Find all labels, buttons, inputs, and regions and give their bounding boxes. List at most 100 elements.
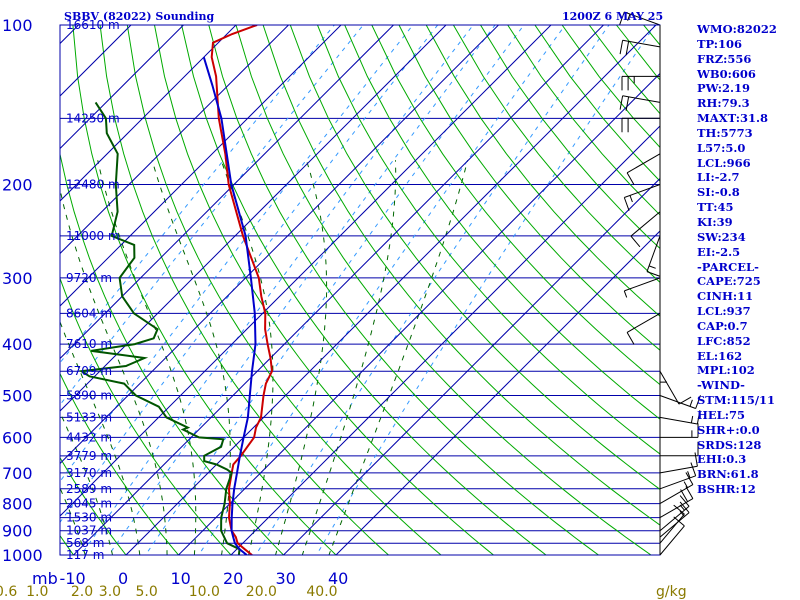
dry-adiabat [126, 25, 442, 555]
wind-barb [619, 11, 661, 26]
index-entry: WB0:606 [697, 66, 756, 81]
index-entry: HEL:75 [697, 407, 745, 422]
wind-barb [659, 462, 697, 490]
moist-adiabat [274, 160, 328, 555]
temperature-tick-label: -10 [60, 569, 86, 588]
moist-adiabat [60, 187, 168, 555]
mixing-ratio-line [198, 25, 566, 555]
height-label: 12480 m [66, 178, 120, 192]
index-entry: SRDS:128 [697, 437, 762, 452]
wind-barb [619, 95, 661, 111]
moist-adiabat [97, 160, 197, 555]
pressure-tick-label: 1000 [2, 546, 43, 565]
wind-barb [659, 395, 701, 409]
dry-adiabat [0, 25, 28, 566]
wind-barb [659, 472, 694, 505]
temperature-profile [210, 25, 274, 555]
height-label: 6709 m [66, 364, 112, 378]
wind-barb [626, 153, 661, 186]
moist-adiabat [60, 411, 114, 555]
moist-adiabat [151, 160, 231, 555]
dry-adiabat [480, 25, 660, 250]
dry-adiabat [398, 25, 660, 351]
height-label: 16610 m [66, 18, 120, 32]
parcel-trace [202, 56, 257, 555]
isotherm [283, 177, 660, 555]
mixing-ratio-line [60, 25, 364, 406]
isotherm [335, 230, 660, 555]
dry-adiabat [262, 25, 660, 526]
index-entry: SW:234 [697, 229, 746, 244]
wind-barb [659, 452, 698, 474]
height-label: 568 m [66, 536, 104, 550]
temperature-tick-label: 40 [328, 569, 348, 588]
y-axis-unit-label: mb [32, 569, 58, 588]
sounding-title: SBBV (82022) Sounding [64, 10, 215, 23]
pressure-tick-label: 300 [2, 269, 33, 288]
dry-adiabat [60, 372, 180, 555]
index-entry: MAXT:31.8 [697, 111, 768, 126]
dry-adiabat [452, 25, 660, 283]
mixing-ratio-tick-label: 20.0 [246, 584, 277, 600]
index-entry: LI:-2.7 [697, 170, 740, 185]
mixing-ratio-unit-label: g/kg [656, 584, 687, 600]
height-label: 2589 m [66, 482, 112, 496]
index-entry: FRZ:556 [697, 51, 752, 66]
pressure-tick-label: 900 [2, 522, 33, 541]
index-entry: EHI:0.3 [697, 452, 747, 467]
isotherm [60, 25, 394, 360]
height-label: 4432 m [66, 430, 112, 444]
wind-barb [659, 486, 694, 519]
dry-adiabat [317, 25, 660, 455]
dry-adiabat [371, 25, 660, 386]
isotherm [60, 25, 447, 412]
index-entry: CAPE:725 [697, 274, 761, 289]
mixing-ratio-tick-label: 3.0 [99, 584, 121, 600]
wind-barb [630, 211, 661, 248]
temperature-tick-label: 0 [118, 569, 128, 588]
moist-adiabat [301, 160, 397, 555]
pressure-tick-label: 500 [2, 387, 33, 406]
index-entry: -PARCEL- [697, 259, 759, 274]
index-entry: BSHR:12 [697, 482, 756, 497]
index-entry: MPL:102 [697, 363, 755, 378]
plot-border [59, 24, 661, 556]
index-entry: CAP:0.7 [697, 318, 748, 333]
isotherm [60, 25, 237, 202]
dry-adiabat [208, 25, 600, 555]
dry-adiabat [181, 25, 547, 555]
temperature-tick-label: 10 [171, 569, 191, 588]
height-label: 14250 m [66, 111, 120, 125]
index-entry: LFC:852 [697, 333, 751, 348]
mixing-ratio-line [60, 25, 335, 364]
height-label: 1037 m [66, 524, 112, 538]
mixing-ratio-line [108, 25, 496, 555]
index-entry: PW:2.19 [697, 81, 751, 96]
moist-adiabat [60, 486, 86, 555]
dry-adiabat [344, 25, 660, 420]
height-label: 1530 m [66, 511, 112, 525]
wind-barb [626, 312, 661, 345]
height-label: 7610 m [66, 337, 112, 351]
wind-barb [659, 504, 685, 544]
index-entry: TT:45 [697, 200, 734, 215]
index-entry: CINH:11 [697, 289, 754, 304]
dry-adiabat [99, 25, 390, 555]
dry-adiabat [289, 25, 660, 490]
index-entry: WMO:82022 [697, 22, 777, 36]
dry-adiabat [60, 456, 127, 555]
pressure-tick-label: 700 [2, 464, 33, 483]
wind-barb [659, 410, 701, 425]
wind-barb [619, 39, 661, 56]
wind-barb [659, 516, 685, 556]
wind-barb [659, 370, 692, 405]
index-entry: BRN:61.8 [697, 467, 759, 482]
moist-adiabat [60, 320, 141, 555]
mixing-ratio-tick-label: 1.0 [26, 584, 48, 600]
isotherm [60, 25, 499, 465]
mixing-ratio-tick-label: 5.0 [136, 584, 158, 600]
isotherm [230, 125, 660, 555]
mixing-ratio-line [60, 25, 414, 483]
mixing-ratio-tick-label: 0.6 [0, 584, 17, 600]
